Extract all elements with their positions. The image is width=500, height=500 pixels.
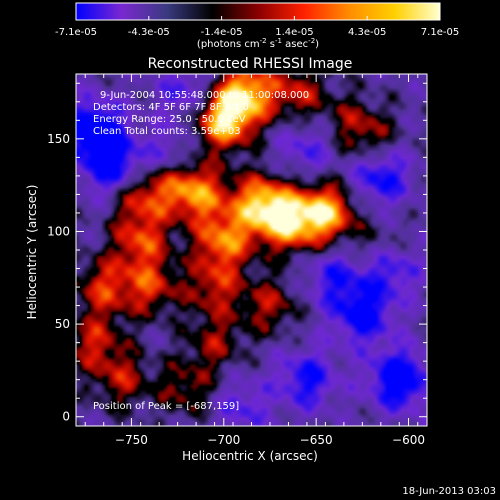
colorbar-tick-label: -1.4e-05	[201, 27, 243, 38]
colorbar-ticks	[75, 16, 441, 20]
x-axis-tick-labels: −750 −700 −650 −600	[115, 433, 425, 447]
x-axis-ticks	[84, 74, 419, 426]
x-tick-label: −700	[207, 433, 240, 447]
y-axis-ticks	[76, 82, 427, 418]
footer-timestamp: 18-Jun-2013 03:03	[402, 486, 496, 497]
colorbar-tick-label: 7.1e-05	[421, 27, 459, 38]
chart-title: Reconstructed RHESSI Image	[148, 56, 353, 72]
x-axis-label: Heliocentric X (arcsec)	[182, 449, 318, 463]
annotation-time-range: 9-Jun-2004 10:55:48.000 to 11:00:08.000	[100, 90, 309, 101]
colorbar-unit-label: (photons cm-2 s-1 asec-2)	[197, 37, 319, 50]
y-tick-label: 100	[47, 224, 70, 238]
colorbar-tick-label: -4.3e-05	[128, 27, 170, 38]
y-axis-tick-labels: 0 50 100 150	[47, 132, 70, 424]
colorbar: -7.1e-05 -4.3e-05 -1.4e-05 1.4e-05 4.3e-05 7.…	[55, 2, 459, 50]
plot-area: −750 −700 −650 −600 0 50 100 150	[47, 73, 428, 447]
y-axis-label: Heliocentric Y (arcsec)	[25, 185, 39, 320]
colorbar-tick-label: -7.1e-05	[55, 27, 97, 38]
x-tick-label: −750	[115, 433, 148, 447]
y-tick-label: 0	[62, 410, 70, 424]
annotation-peak-position: Position of Peak = [-687,159]	[93, 401, 239, 412]
annotation-detectors: Detectors: 4F 5F 6F 7F 8F Att 0	[93, 102, 249, 113]
annotation-block: 9-Jun-2004 10:55:48.000 to 11:00:08.000 …	[93, 90, 309, 412]
y-tick-label: 50	[55, 317, 70, 331]
annotation-energy-range: Energy Range: 25.0 - 50.0 keV	[93, 114, 246, 125]
x-tick-label: −650	[300, 433, 333, 447]
y-tick-label: 150	[47, 132, 70, 146]
colorbar-tick-label: 1.4e-05	[275, 27, 313, 38]
colorbar-tick-labels: -7.1e-05 -4.3e-05 -1.4e-05 1.4e-05 4.3e-05 7.…	[55, 27, 459, 38]
annotation-clean-counts: Clean Total counts: 3.59e+03	[93, 126, 241, 137]
colorbar-tick-label: 4.3e-05	[348, 27, 386, 38]
heatmap-image	[76, 74, 427, 426]
x-tick-label: −600	[392, 433, 425, 447]
colorbar-gradient	[75, 2, 441, 21]
